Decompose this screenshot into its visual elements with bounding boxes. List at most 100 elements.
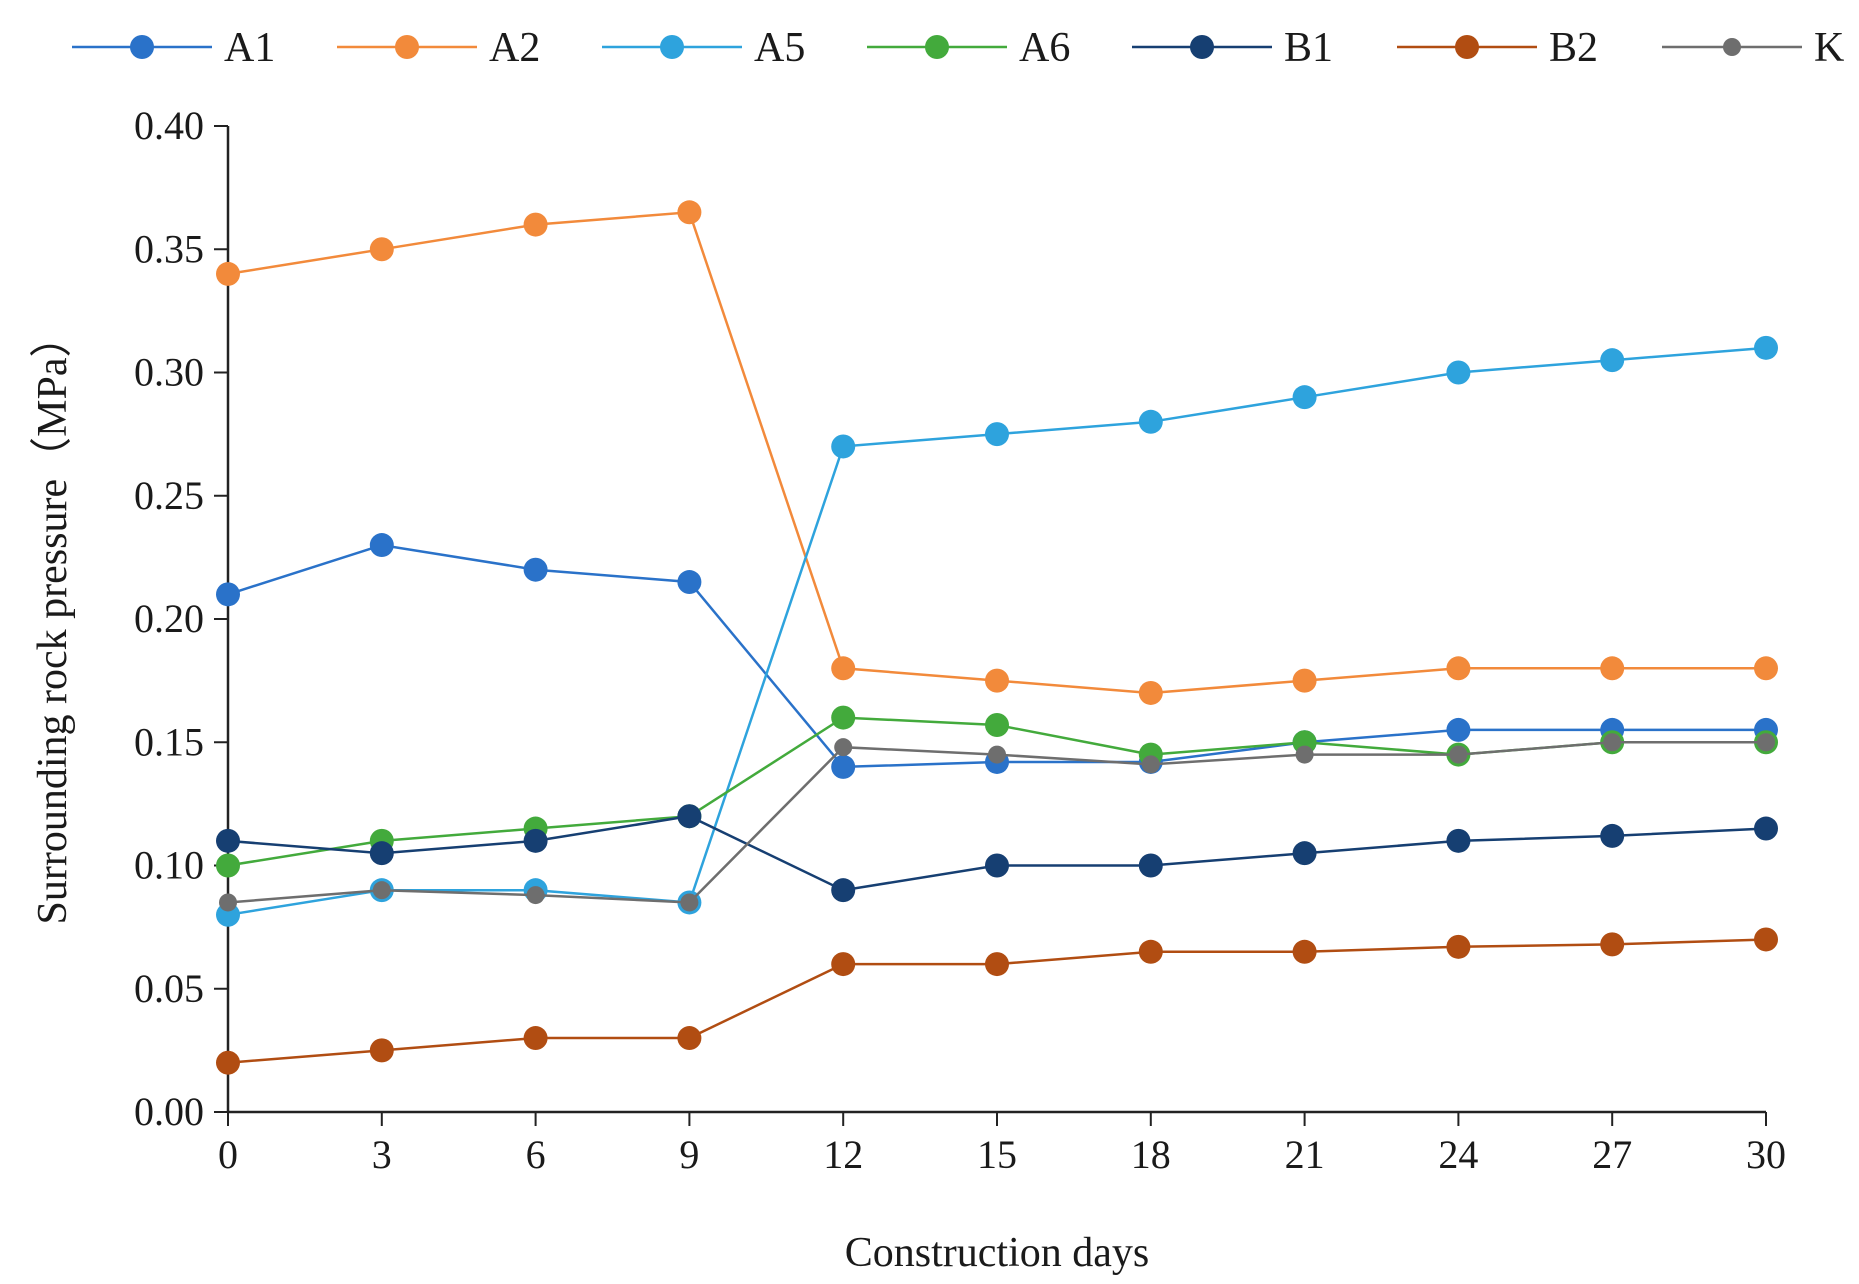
y-tick-label: 0.25 [134, 473, 204, 518]
x-tick-label: 30 [1746, 1132, 1786, 1177]
x-tick-label: 18 [1131, 1132, 1171, 1177]
data-point-a5 [1600, 348, 1625, 373]
data-point-a6 [216, 853, 240, 878]
data-point-b1 [985, 853, 1009, 878]
data-point-k [372, 881, 391, 900]
legend-marker [1723, 38, 1741, 56]
legend-marker [1190, 35, 1214, 59]
data-point-k [1449, 745, 1468, 764]
data-point-b2 [1138, 939, 1163, 964]
data-point-a5 [1754, 335, 1778, 360]
y-tick-label: 0.05 [134, 966, 204, 1011]
y-axis-title: Surrounding rock pressure（MPa） [30, 316, 76, 925]
series-k [219, 733, 1775, 912]
data-point-a6 [985, 712, 1009, 737]
data-point-a2 [1754, 656, 1778, 681]
x-ticks: 0 3 6 9 12 15 18 21 24 27 30 [218, 1112, 1786, 1177]
data-point-a2 [216, 261, 240, 286]
data-point-a2 [369, 237, 394, 262]
data-point-b2 [677, 1026, 702, 1051]
legend-label: A1 [224, 25, 275, 71]
data-point-a5 [1138, 409, 1163, 434]
data-point-b1 [216, 828, 240, 853]
legend-item-b2: B2 [1397, 25, 1598, 71]
data-point-b2 [1600, 932, 1625, 957]
legend-label: B1 [1284, 25, 1333, 71]
data-point-b1 [369, 841, 394, 866]
legend-marker [660, 35, 684, 59]
x-tick-label: 12 [823, 1132, 863, 1177]
series-line-a2 [227, 210, 1766, 695]
x-tick-label: 27 [1592, 1132, 1632, 1177]
series-line-b1 [227, 814, 1767, 892]
data-point-b2 [216, 1050, 240, 1075]
data-point-a6 [831, 705, 856, 730]
legend-label: A2 [489, 25, 540, 71]
x-tick-label: 0 [218, 1132, 238, 1177]
data-point-b2 [1446, 934, 1471, 959]
series-layer [216, 200, 1778, 1075]
x-tick-label: 21 [1285, 1132, 1325, 1177]
y-tick-label: 0.20 [134, 596, 204, 641]
data-point-k [988, 745, 1006, 764]
data-point-b1 [1446, 828, 1471, 853]
series-b2 [216, 927, 1778, 1075]
legend-item-a1: A1 [72, 25, 275, 71]
legend-item-a6: A6 [867, 25, 1070, 71]
data-point-b2 [1292, 939, 1317, 964]
series-line-a6 [227, 716, 1766, 867]
legend-item-a5: A5 [602, 25, 805, 71]
series-b1 [216, 804, 1778, 903]
legend-item-a2: A2 [337, 25, 540, 71]
data-point-a2 [677, 200, 702, 225]
data-point-b1 [523, 828, 548, 853]
legend-marker [395, 35, 419, 59]
data-point-k [219, 893, 237, 912]
data-point-b1 [1292, 841, 1317, 866]
legend-label: K [1814, 25, 1844, 71]
data-point-b1 [677, 804, 702, 829]
data-point-k [526, 886, 545, 905]
data-point-a2 [1600, 656, 1625, 681]
data-point-a1 [523, 557, 548, 582]
data-point-a5 [1446, 360, 1471, 385]
data-point-a1 [369, 533, 394, 558]
data-point-k [1295, 745, 1314, 764]
data-point-k [834, 738, 853, 757]
data-point-a1 [831, 754, 856, 779]
y-ticks: 0.00 0.05 0.10 0.15 0.20 0.25 0.30 0.35 0.40 [134, 103, 228, 1134]
data-point-k [680, 893, 699, 912]
y-tick-label: 0.10 [134, 843, 204, 888]
data-point-k [1603, 733, 1622, 752]
y-tick-label: 0.15 [134, 719, 204, 764]
legend-marker [1455, 35, 1479, 59]
x-axis-title: Construction days [845, 1230, 1149, 1276]
data-point-b1 [1754, 816, 1778, 841]
data-point-b2 [1754, 927, 1778, 952]
series-a2 [216, 200, 1778, 705]
data-point-a5 [831, 434, 856, 459]
data-point-b2 [369, 1038, 394, 1063]
legend-item-k: K [1662, 25, 1844, 71]
data-point-b2 [523, 1026, 548, 1051]
data-point-b2 [985, 952, 1009, 977]
x-tick-label: 24 [1438, 1132, 1478, 1177]
y-tick-label: 0.40 [134, 103, 204, 148]
data-point-a5 [985, 422, 1009, 447]
legend-item-b1: B1 [1132, 25, 1333, 71]
x-tick-label: 6 [526, 1132, 546, 1177]
data-point-a1 [677, 570, 702, 595]
data-point-b1 [1600, 823, 1625, 848]
data-point-a1 [1446, 717, 1471, 742]
series-a1 [216, 533, 1778, 779]
data-point-a2 [1292, 668, 1317, 693]
data-point-k [1141, 755, 1160, 774]
series-a6 [216, 705, 1778, 878]
legend-label: A6 [1019, 25, 1070, 71]
legend-label: A5 [754, 25, 805, 71]
y-tick-label: 0.35 [134, 226, 204, 271]
data-point-a1 [216, 582, 240, 607]
data-point-a5 [1292, 385, 1317, 410]
